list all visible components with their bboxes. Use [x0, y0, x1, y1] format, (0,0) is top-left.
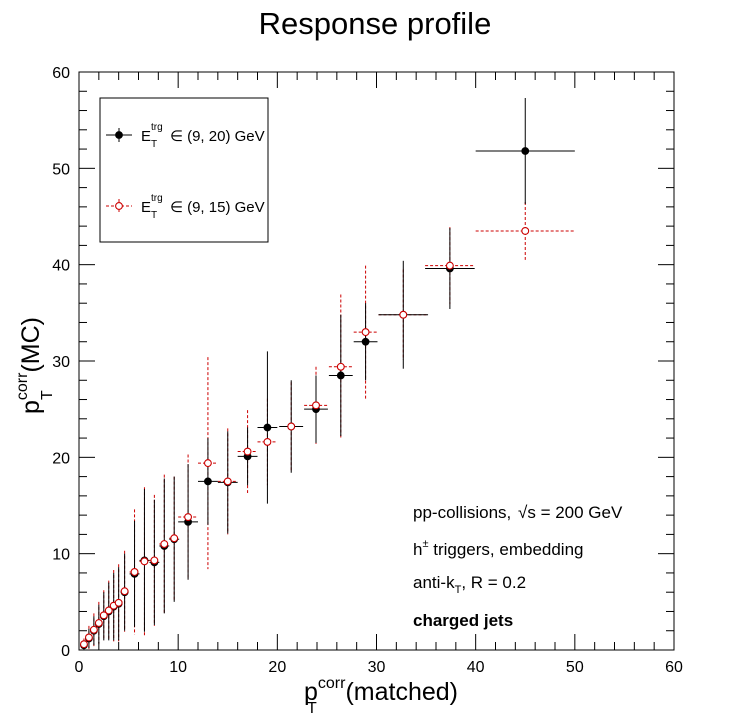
x-tick-label: 20: [268, 659, 286, 676]
x-axis-label-subscript: T: [307, 700, 317, 717]
axis-ticks-layer: [78, 71, 675, 651]
legend-label-series-1-subscript: T: [151, 139, 157, 150]
data-point-series-2: [361, 328, 370, 337]
legend-marker-series-2: [115, 202, 123, 210]
y-tick-label: 30: [52, 354, 70, 371]
data-point-series-2: [336, 362, 345, 371]
y-tick-label: 50: [52, 161, 70, 178]
data-point-series-2: [160, 540, 169, 548]
legend-label-series-1: Etrg ∈ (9, 20) GeV: [141, 122, 265, 145]
data-point-series-2: [114, 598, 123, 607]
data-point-series-1: [521, 147, 530, 155]
chart-title: Response profile: [259, 6, 492, 41]
data-point-series-2: [445, 261, 454, 270]
legend-marker-series-1: [115, 131, 123, 139]
data-point-series-2: [120, 587, 129, 596]
y-tick-label: 10: [52, 547, 70, 564]
data-point-series-2: [84, 633, 93, 642]
data-point-series-2: [89, 625, 98, 634]
legend-label-series-2-subscript: T: [151, 210, 157, 221]
y-tick-label: 0: [61, 643, 70, 660]
annotation-algorithm: anti-kT, R = 0.2: [413, 573, 526, 596]
data-point-series-2: [312, 401, 320, 410]
data-point-series-2: [184, 513, 193, 522]
data-point-series-2: [521, 227, 530, 235]
legend-label-series-2: Etrg ∈ (9, 15) GeV: [141, 193, 265, 216]
data-point-series-1: [204, 477, 212, 486]
data-point-series-2: [80, 640, 88, 649]
x-axis-label: pcorr(matched): [304, 675, 458, 706]
annotation-collisions: pp-collisions, √s = 200 GeV: [413, 503, 623, 522]
data-point-series-2: [243, 447, 252, 456]
x-tick-label: 40: [467, 659, 485, 676]
data-point-series-2: [104, 606, 113, 615]
data-point-series-2: [223, 477, 232, 486]
data-point-series-2: [287, 422, 296, 431]
x-tick-label: 60: [665, 659, 683, 676]
data-point-series-2: [140, 557, 149, 566]
x-tick-label: 30: [368, 659, 386, 676]
y-axis-label-subscript: T: [39, 390, 56, 400]
data-point-series-2: [170, 534, 179, 543]
x-tick-label: 50: [566, 659, 584, 676]
data-point-series-2: [130, 568, 139, 576]
data-point-series-2: [203, 459, 212, 468]
data-point-series-2: [399, 310, 408, 319]
data-point-series-2: [94, 619, 103, 627]
y-tick-labels: 0 10 20 30 40 50 60: [52, 65, 70, 660]
x-tick-label: 10: [169, 659, 187, 676]
markers-layer: [80, 147, 530, 650]
legend-box: [99, 97, 269, 243]
data-point-series-2: [150, 556, 159, 565]
y-tick-label: 20: [52, 450, 70, 467]
annotation-charged-jets: charged jets: [413, 611, 513, 630]
data-point-series-1: [263, 423, 272, 432]
y-tick-label: 40: [52, 258, 70, 275]
y-tick-label: 60: [52, 65, 70, 82]
data-point-series-2: [263, 437, 272, 446]
data-point-series-1: [336, 371, 345, 380]
annotation-triggers: h± triggers, embedding: [413, 538, 584, 559]
data-point-series-2: [99, 611, 108, 620]
data-point-series-1: [361, 337, 370, 346]
x-tick-label: 0: [75, 659, 84, 676]
x-tick-labels: 0 10 20 30 40 50 60: [75, 659, 683, 676]
y-axis-label: pcorr(MC): [14, 317, 45, 414]
y-axis-label-group: pcorr(MC) T: [14, 317, 56, 414]
